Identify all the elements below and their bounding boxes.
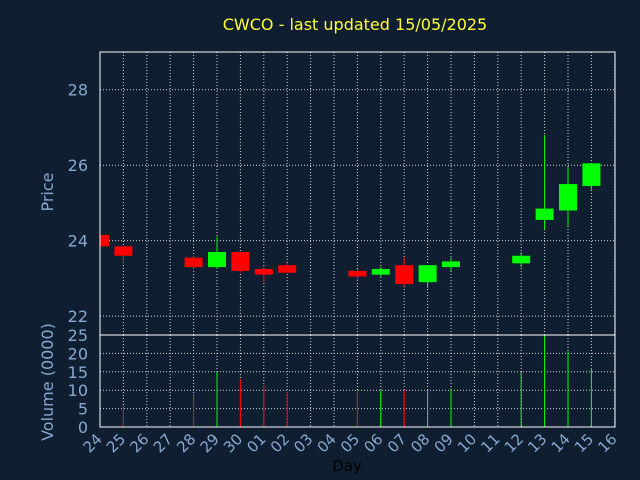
candle-body [231, 251, 250, 271]
candle-body [559, 184, 577, 211]
volume-tick-label: 20 [68, 344, 88, 363]
x-tick-label: 03 [290, 430, 316, 456]
chart-title: CWCO - last updated 15/05/2025 [223, 15, 487, 34]
x-tick-label: 26 [126, 430, 152, 456]
price-panel: 22 24 26 28 Price [38, 52, 616, 335]
x-axis-label: Day [332, 457, 362, 475]
candle-body [535, 208, 554, 220]
x-tick-label: 06 [360, 430, 386, 456]
price-tick-label: 28 [68, 81, 88, 100]
volume-bars [122, 335, 592, 427]
x-tick-label: 11 [477, 430, 503, 456]
volume-tick-label: 5 [78, 400, 88, 419]
candle-body [208, 251, 226, 268]
candle-body [582, 163, 601, 186]
x-tick-label: 09 [431, 430, 457, 456]
x-tick-label: 08 [407, 430, 433, 456]
price-axis-label: Price [38, 172, 57, 211]
x-tick-label: 13 [524, 430, 550, 456]
candle-body [418, 265, 437, 283]
price-tick-label: 22 [68, 307, 88, 326]
price-tick-label: 24 [68, 232, 88, 251]
candle-body [100, 235, 109, 247]
candle-body [254, 268, 273, 275]
candle-body [348, 270, 367, 277]
volume-tick-label: 10 [68, 381, 88, 400]
x-tick-label: 15 [571, 430, 597, 456]
volume-tick-label: 25 [68, 326, 88, 345]
candle-body [371, 268, 390, 275]
x-tick-label: 05 [337, 430, 363, 456]
candle-body [512, 255, 531, 264]
x-tick-labels: 2425262728293001020304050607080910111213… [80, 430, 621, 456]
x-tick-label: 29 [197, 430, 223, 456]
x-tick-label: 10 [454, 430, 480, 456]
price-grid [100, 52, 616, 335]
x-tick-label: 14 [548, 430, 574, 456]
x-tick-label: 25 [103, 430, 129, 456]
volume-axis-label: Volume (0000) [38, 323, 57, 441]
candles [99, 135, 601, 288]
candle-body [114, 246, 133, 256]
x-tick-label: 16 [594, 430, 620, 456]
x-tick-label: 27 [150, 430, 176, 456]
volume-tick-label: 15 [68, 363, 88, 382]
candle-body [395, 265, 414, 285]
candle-body [278, 265, 297, 273]
x-tick-label: 01 [243, 430, 269, 456]
x-tick-label: 02 [267, 430, 293, 456]
volume-tick-label: 0 [78, 418, 88, 437]
price-tick-label: 26 [68, 156, 88, 175]
volume-frame [99, 334, 616, 428]
candle-body [184, 257, 203, 268]
candle-body [442, 261, 460, 268]
x-tick-label: 28 [173, 430, 199, 456]
x-tick-label: 07 [384, 430, 410, 456]
x-tick-label: 04 [314, 430, 340, 456]
price-y-ticks: 22 24 26 28 [68, 81, 88, 326]
x-tick-label: 30 [220, 430, 246, 456]
x-tick-label: 12 [501, 430, 527, 456]
